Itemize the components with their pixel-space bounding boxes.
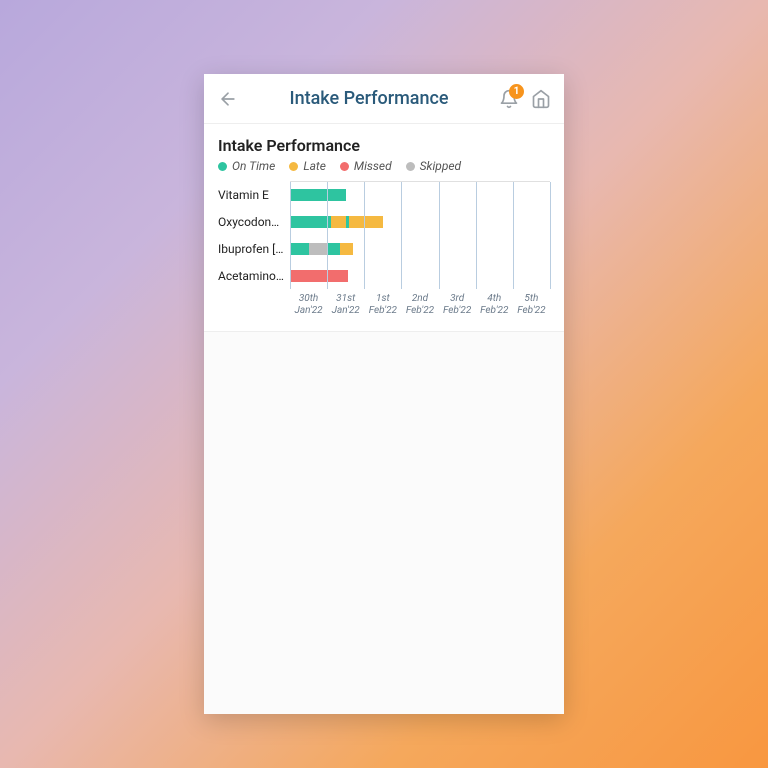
legend-dot-icon [289, 162, 298, 171]
chart-row [290, 262, 550, 289]
notification-badge: 1 [509, 84, 524, 99]
legend-dot-icon [406, 162, 415, 171]
gridline [476, 182, 477, 289]
chart-segment [340, 243, 353, 255]
gridline [550, 182, 551, 289]
section-title: Intake Performance [218, 136, 550, 155]
chart-row [290, 236, 550, 263]
legend-item: Late [289, 159, 326, 173]
chart-segment [290, 189, 346, 201]
chart-segment [327, 243, 340, 255]
intake-chart: Vitamin EOxycodon…Ibuprofen […Acetamino…… [218, 181, 550, 321]
top-bar: Intake Performance 1 [204, 74, 564, 124]
chart-row-label: Vitamin E [218, 181, 290, 208]
x-tick-label: 4thFeb'22 [476, 289, 513, 316]
chart-segment [309, 243, 328, 255]
gridline [513, 182, 514, 289]
chart-segment [290, 243, 309, 255]
chart-row-label: Ibuprofen [… [218, 235, 290, 262]
x-tick-label: 3rdFeb'22 [439, 289, 476, 316]
chart-plot-area [290, 181, 550, 289]
legend-label: On Time [232, 159, 275, 173]
chart-y-labels: Vitamin EOxycodon…Ibuprofen […Acetamino… [218, 181, 290, 289]
arrow-left-icon [218, 89, 238, 109]
home-button[interactable] [528, 86, 554, 112]
back-button[interactable] [214, 85, 242, 113]
legend-label: Late [303, 159, 326, 173]
gridline [290, 182, 291, 289]
chart-segment [349, 216, 382, 228]
x-tick-label: 1stFeb'22 [364, 289, 401, 316]
page-title: Intake Performance [242, 88, 496, 109]
chart-segment [331, 216, 346, 228]
gridline [364, 182, 365, 289]
legend-label: Missed [354, 159, 392, 173]
legend-dot-icon [340, 162, 349, 171]
app-screen: Intake Performance 1 Intake Performance … [204, 74, 564, 714]
legend: On Time Late Missed Skipped [218, 159, 550, 173]
x-tick-label: 31stJan'22 [327, 289, 364, 316]
legend-label: Skipped [420, 159, 461, 173]
intake-performance-card: Intake Performance On Time Late Missed Skip… [204, 124, 564, 332]
x-tick-label: 30thJan'22 [290, 289, 327, 316]
legend-item: On Time [218, 159, 275, 173]
legend-item: Skipped [406, 159, 461, 173]
chart-x-axis: 30thJan'2231stJan'221stFeb'222ndFeb'223r… [290, 289, 550, 316]
empty-area [204, 332, 564, 714]
header-actions: 1 [496, 86, 554, 112]
x-tick-label: 5thFeb'22 [513, 289, 550, 316]
gridline [439, 182, 440, 289]
legend-item: Missed [340, 159, 392, 173]
x-tick-label: 2ndFeb'22 [401, 289, 438, 316]
chart-row-label: Oxycodon… [218, 208, 290, 235]
chart-row [290, 209, 550, 236]
gridline [327, 182, 328, 289]
gridline [401, 182, 402, 289]
notifications-button[interactable]: 1 [496, 86, 522, 112]
legend-dot-icon [218, 162, 227, 171]
chart-row [290, 182, 550, 209]
chart-segment [290, 270, 348, 282]
chart-segment [290, 216, 331, 228]
home-icon [531, 89, 551, 109]
chart-row-label: Acetamino… [218, 262, 290, 289]
